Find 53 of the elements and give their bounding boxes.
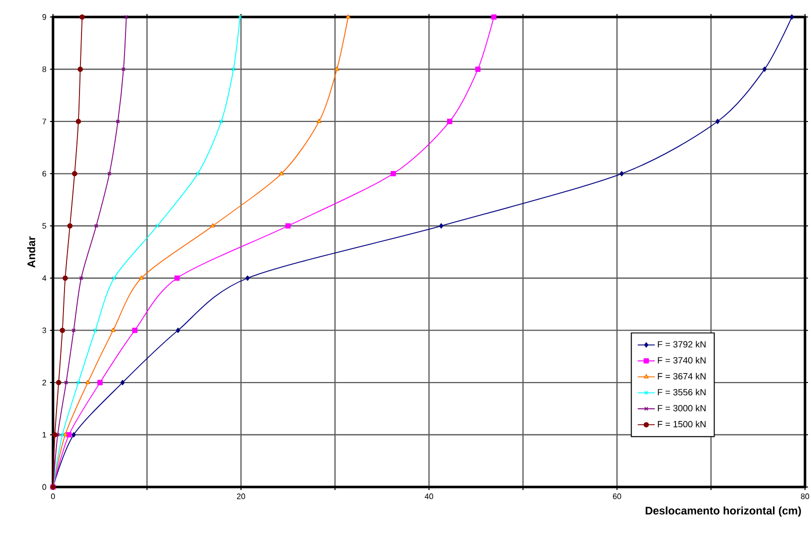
point — [196, 172, 200, 176]
point — [176, 328, 180, 333]
y-axis-title: Andar — [27, 236, 36, 268]
point — [93, 328, 98, 332]
point — [210, 223, 216, 228]
point — [76, 118, 82, 124]
point — [715, 118, 720, 124]
point — [72, 432, 76, 438]
point — [475, 66, 481, 72]
legend-label: F = 3000 kN — [658, 404, 706, 412]
point — [66, 432, 72, 438]
x-axis-title: Deslocamento horizontal (cm) — [646, 506, 801, 517]
legend-label: F = 3556 kN — [658, 388, 706, 396]
point — [120, 380, 125, 386]
point — [72, 328, 76, 332]
point — [52, 432, 58, 438]
legend-label: F = 3674 kN — [658, 372, 706, 380]
point — [112, 276, 116, 280]
point — [67, 223, 73, 229]
point — [110, 328, 116, 332]
point — [279, 171, 284, 176]
point — [62, 432, 68, 436]
point — [139, 275, 144, 280]
point — [116, 119, 120, 124]
point — [62, 275, 68, 281]
point — [80, 14, 85, 20]
point — [155, 224, 160, 228]
point — [97, 380, 103, 386]
point — [132, 328, 138, 333]
point — [85, 380, 90, 384]
point — [56, 380, 62, 386]
point — [790, 14, 794, 20]
point — [107, 172, 112, 176]
point — [334, 66, 340, 71]
legend-label: F = 1500 kN — [658, 420, 706, 428]
point — [76, 380, 80, 385]
point — [390, 171, 396, 176]
point — [762, 66, 767, 72]
point — [447, 118, 452, 124]
point — [79, 276, 84, 280]
point — [439, 223, 444, 229]
point — [60, 328, 66, 333]
point — [285, 223, 291, 229]
point — [245, 275, 250, 281]
point — [346, 14, 351, 19]
point — [620, 171, 624, 176]
point — [316, 118, 322, 123]
point — [491, 14, 496, 20]
legend-label: F = 3740 kN — [658, 356, 706, 364]
legend-label: F = 3792 kN — [658, 340, 706, 348]
point — [72, 171, 78, 176]
point — [174, 275, 180, 281]
point — [78, 66, 83, 72]
